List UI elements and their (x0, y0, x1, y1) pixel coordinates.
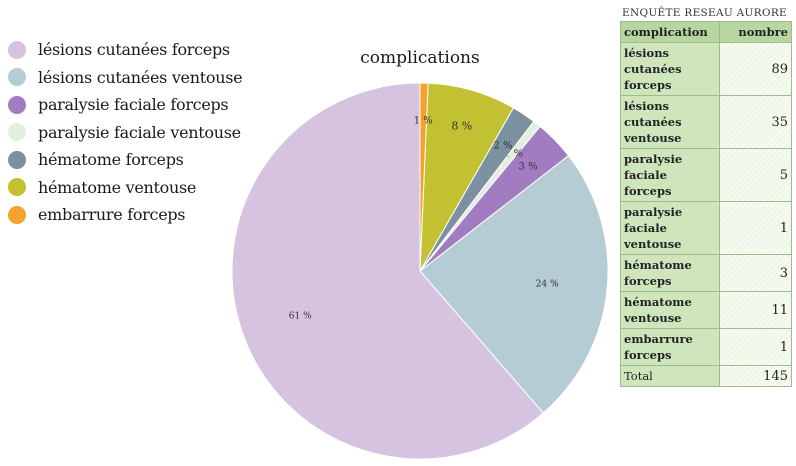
slice-percent-label: 24 % (536, 279, 559, 289)
legend-swatch (8, 205, 26, 224)
legend-item: hématome forceps (8, 146, 308, 174)
table-cell-nombre: 11 (719, 291, 792, 329)
table-cell-complication: lésions cutanées forceps (620, 42, 720, 96)
slice-percent-label: 3 % (519, 161, 538, 172)
table-row: paralysie faciale forceps 5 (620, 148, 792, 202)
data-table: complication nombre lésions cutanées for… (620, 21, 792, 387)
slice-percent-label: 8 % (451, 120, 472, 133)
chart-title: complications (360, 48, 480, 68)
table-cell-complication: paralysie faciale forceps (620, 148, 720, 202)
legend-label: paralysie faciale forceps (38, 95, 229, 115)
table-row: lésions cutanées ventouse 35 (620, 95, 792, 149)
table-cell-nombre: 5 (719, 148, 792, 202)
pie-slice (231, 82, 544, 460)
data-table-panel: ENQUÊTE RESEAU AURORE complication nombr… (620, 8, 792, 387)
legend-label: lésions cutanées ventouse (38, 67, 243, 87)
legend-swatch (8, 178, 26, 197)
table-cell-complication: paralysie faciale ventouse (620, 201, 720, 255)
pie-slice (419, 154, 609, 414)
table-cell-complication: lésions cutanées ventouse (620, 95, 720, 149)
legend-swatch (8, 95, 26, 114)
chart-legend: lésions cutanées forceps lésions cutanées… (8, 36, 308, 229)
legend-item: paralysie faciale forceps (8, 91, 308, 119)
table-row: hématome ventouse 11 (620, 291, 792, 329)
legend-swatch (8, 123, 26, 142)
legend-swatch (8, 40, 26, 59)
slice-percent-label: 61 % (289, 312, 312, 322)
legend-item: lésions cutanées forceps (8, 36, 308, 64)
legend-swatch (8, 68, 26, 87)
slice-percent-label: 1 % (504, 148, 523, 159)
legend-swatch (8, 150, 26, 169)
table-total-row: Total 145 (620, 365, 792, 387)
legend-label: paralysie faciale ventouse (38, 122, 241, 142)
table-row: lésions cutanées forceps 89 (620, 42, 792, 96)
table-cell-complication: hématome ventouse (620, 291, 720, 329)
table-header-row: complication nombre (620, 21, 792, 43)
slice-percent-label: 1 % (414, 116, 433, 127)
table-row: hématome forceps 3 (620, 254, 792, 292)
legend-item: paralysie faciale ventouse (8, 119, 308, 147)
table-cell-complication: hématome forceps (620, 254, 720, 292)
table-cell-nombre: 1 (719, 201, 792, 255)
legend-item: hématome ventouse (8, 174, 308, 202)
table-cell-nombre: 35 (719, 95, 792, 149)
pie-chart: 61 %24 %3 %1 %2 %8 %1 % (231, 82, 609, 460)
table-total-label: Total (620, 365, 720, 387)
slice-percent-label: 2 % (494, 141, 513, 152)
legend-label: hématome forceps (38, 150, 184, 170)
legend-item: lésions cutanées ventouse (8, 64, 308, 92)
survey-title: ENQUÊTE RESEAU AURORE (622, 7, 787, 19)
table-cell-nombre: 3 (719, 254, 792, 292)
legend-label: lésions cutanées forceps (38, 40, 230, 60)
table-cell-complication: embarrure forceps (620, 328, 720, 366)
pie-slice (419, 82, 429, 272)
table-cell-nombre: 1 (719, 328, 792, 366)
legend-item: embarrure forceps (8, 201, 308, 229)
table-row: paralysie faciale ventouse 1 (620, 201, 792, 255)
table-cell-nombre: 89 (719, 42, 792, 96)
legend-label: embarrure forceps (38, 205, 186, 225)
header-complication: complication (620, 21, 720, 43)
table-total-value: 145 (719, 365, 792, 387)
legend-label: hématome ventouse (38, 177, 197, 197)
table-row: embarrure forceps 1 (620, 328, 792, 366)
header-nombre: nombre (719, 21, 792, 43)
